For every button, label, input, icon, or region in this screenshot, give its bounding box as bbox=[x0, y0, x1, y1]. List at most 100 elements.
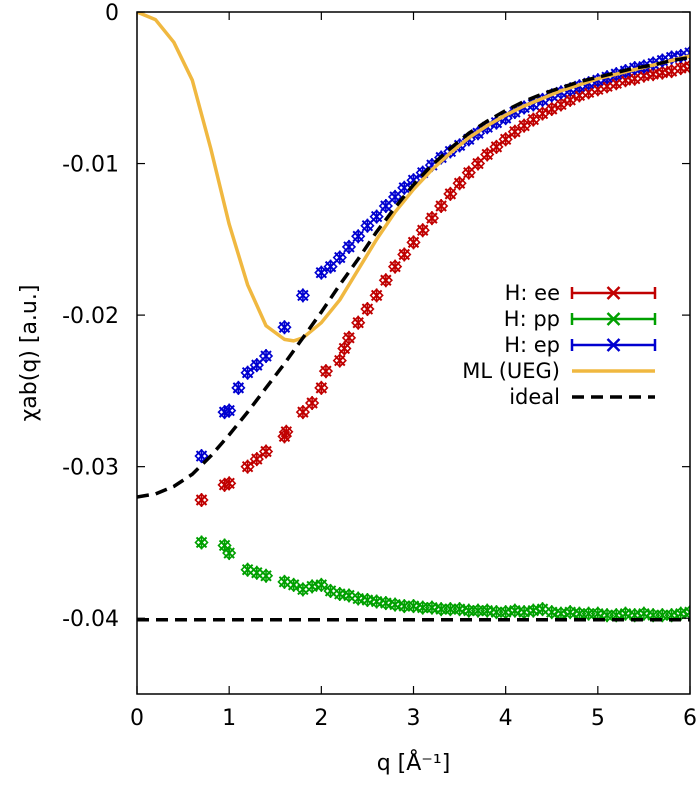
y-tick-label: -0.03 bbox=[62, 456, 119, 481]
data-point bbox=[581, 606, 596, 621]
legend-item-h-pp: H: pp bbox=[504, 307, 657, 331]
data-point bbox=[332, 586, 347, 602]
data-point bbox=[424, 600, 440, 615]
legend-label: ideal bbox=[509, 385, 560, 409]
data-point bbox=[258, 444, 274, 459]
data-point bbox=[682, 59, 690, 74]
legend-label: H: ee bbox=[505, 281, 560, 305]
data-point bbox=[507, 603, 523, 618]
data-point bbox=[397, 247, 412, 262]
data-point bbox=[332, 250, 347, 265]
data-point bbox=[443, 601, 458, 617]
data-point bbox=[563, 605, 578, 620]
data-point bbox=[470, 603, 486, 618]
x-tick-label: 0 bbox=[130, 706, 144, 731]
data-point bbox=[526, 112, 541, 127]
data-point bbox=[526, 603, 541, 618]
data-point bbox=[277, 320, 292, 335]
data-point bbox=[231, 380, 246, 395]
y-tick-label: -0.02 bbox=[62, 304, 119, 329]
series-ml-ueg bbox=[137, 12, 690, 343]
legend-item-h-ee: H: ee bbox=[505, 281, 657, 305]
legend-item-ml-ueg: ML (UEG) bbox=[462, 359, 655, 383]
legend-label: ML (UEG) bbox=[462, 359, 560, 383]
data-point bbox=[318, 364, 334, 379]
data-point bbox=[682, 605, 690, 620]
series-line bbox=[137, 12, 690, 343]
data-point bbox=[279, 424, 294, 439]
x-tick-label: 2 bbox=[314, 706, 328, 731]
data-point bbox=[351, 229, 366, 244]
data-point bbox=[295, 288, 311, 303]
data-point bbox=[636, 606, 652, 621]
data-point bbox=[194, 492, 209, 508]
data-point bbox=[323, 259, 338, 274]
plot-border bbox=[136, 11, 691, 695]
data-point bbox=[461, 603, 476, 618]
data-point bbox=[304, 395, 320, 411]
data-point bbox=[360, 592, 375, 608]
data-point bbox=[415, 600, 430, 615]
data-point bbox=[397, 598, 412, 614]
data-point bbox=[314, 380, 329, 395]
data-point bbox=[341, 239, 357, 255]
data-point bbox=[434, 601, 449, 617]
legend-label: H: ep bbox=[504, 333, 560, 357]
data-point bbox=[258, 348, 274, 364]
data-point bbox=[332, 353, 347, 368]
data-point bbox=[424, 210, 440, 226]
data-point bbox=[387, 259, 403, 274]
data-point bbox=[277, 574, 292, 589]
data-point bbox=[194, 448, 209, 464]
data-point bbox=[406, 598, 421, 614]
series-h-ee bbox=[194, 59, 690, 508]
x-tick-label: 5 bbox=[591, 706, 605, 731]
data-point bbox=[397, 180, 412, 195]
x-tick-label: 3 bbox=[407, 706, 421, 731]
data-point bbox=[489, 139, 504, 155]
data-point bbox=[443, 186, 458, 201]
y-axis: 0 -0.01 -0.02 -0.03 -0.04 bbox=[62, 1, 690, 632]
data-point bbox=[240, 459, 255, 474]
data-point bbox=[258, 568, 274, 583]
x-tick-label: 6 bbox=[683, 706, 697, 731]
legend-label: H: pp bbox=[504, 307, 560, 331]
series-h-pp bbox=[194, 535, 690, 623]
data-point bbox=[480, 603, 495, 618]
data-point bbox=[351, 315, 366, 330]
data-point bbox=[360, 218, 375, 233]
data-point bbox=[470, 156, 486, 171]
data-point bbox=[369, 594, 384, 609]
legend-marker bbox=[606, 286, 621, 300]
legend-marker bbox=[606, 338, 621, 352]
series-ideal bbox=[137, 55, 690, 499]
data-point bbox=[249, 451, 264, 467]
data-point bbox=[489, 605, 504, 620]
data-point bbox=[249, 357, 264, 373]
series-h-ep bbox=[194, 45, 690, 464]
data-point bbox=[387, 597, 403, 612]
data-point bbox=[295, 404, 311, 420]
x-tick-label: 4 bbox=[499, 706, 513, 731]
data-point bbox=[378, 595, 393, 611]
legend-item-ideal: ideal bbox=[509, 385, 655, 409]
data-point bbox=[553, 97, 569, 112]
data-point bbox=[480, 147, 495, 162]
data-point bbox=[378, 198, 393, 214]
plot-frame bbox=[136, 11, 691, 695]
data-point bbox=[461, 165, 476, 180]
data-point bbox=[452, 176, 467, 191]
x-axis: 0 1 2 3 4 5 6 bbox=[130, 12, 697, 731]
data-point bbox=[387, 189, 403, 205]
data-point bbox=[360, 301, 375, 317]
data-point bbox=[378, 273, 393, 288]
data-point bbox=[415, 223, 430, 238]
y-axis-label: χab(q) [a.u.] bbox=[17, 285, 42, 422]
x-tick-label: 1 bbox=[222, 706, 236, 731]
data-point bbox=[222, 545, 237, 561]
y-tick-label: 0 bbox=[105, 1, 119, 26]
series-line bbox=[137, 55, 690, 499]
data-point bbox=[351, 591, 366, 606]
